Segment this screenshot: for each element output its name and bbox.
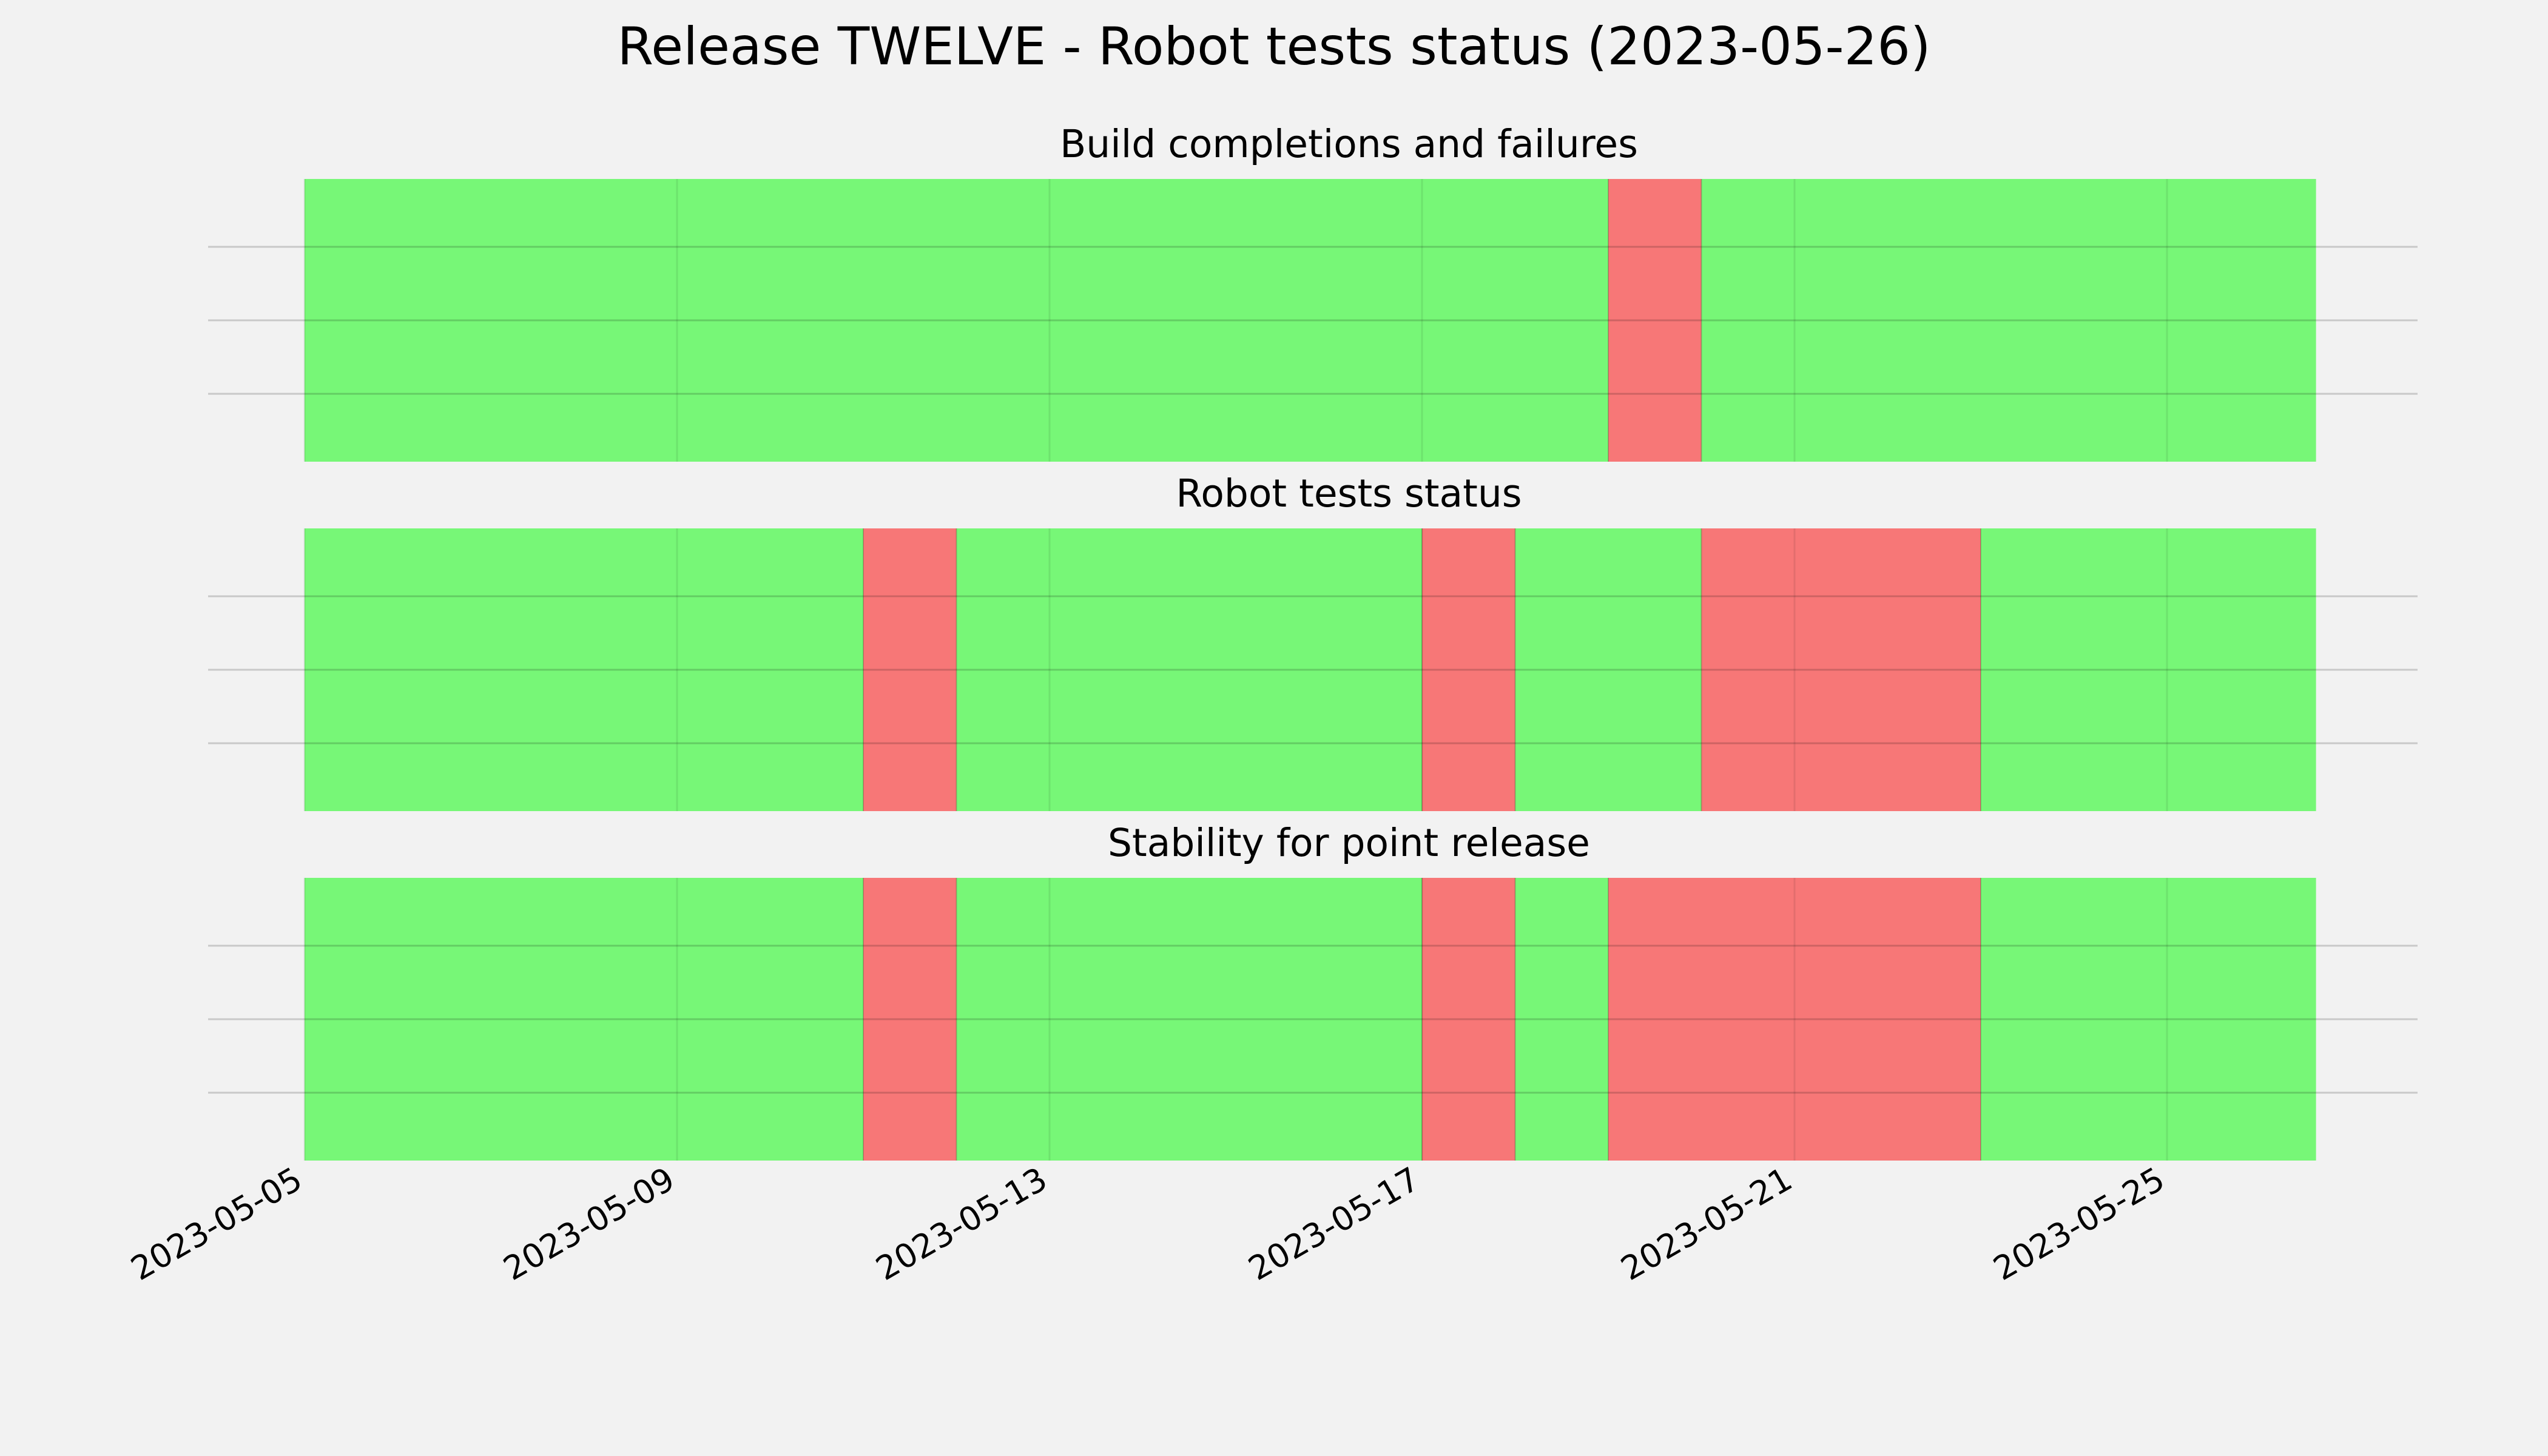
panel-title: Robot tests status <box>1176 471 1522 516</box>
panel-title: Stability for point release <box>1108 821 1590 865</box>
status-segment-pass <box>305 528 863 811</box>
x-tick-label: 2023-05-13 <box>869 1160 1053 1288</box>
status-segment-pass <box>305 878 863 1161</box>
x-tick-label: 2023-05-21 <box>1614 1160 1798 1288</box>
status-segment-fail <box>863 878 957 1161</box>
status-segment-fail <box>1608 878 1981 1161</box>
status-segment-pass <box>956 528 1422 811</box>
panel-title: Build completions and failures <box>1060 122 1638 166</box>
status-segment-pass <box>305 179 1608 462</box>
status-segment-fail <box>1422 878 1515 1161</box>
x-tick-label: 2023-05-17 <box>1242 1160 1426 1288</box>
status-segment-pass <box>1981 878 2316 1161</box>
status-segment-pass <box>1981 528 2316 811</box>
status-segment-fail <box>863 528 957 811</box>
status-segment-pass <box>956 878 1422 1161</box>
panel-1: Build completions and failures <box>208 122 2418 462</box>
status-segment-pass <box>1701 179 2316 462</box>
status-segment-fail <box>1701 528 1981 811</box>
panels: Build completions and failures Robot test… <box>208 122 2418 1161</box>
x-tick-label: 2023-05-05 <box>124 1160 308 1288</box>
x-tick-label: 2023-05-09 <box>497 1160 681 1288</box>
status-segment-fail <box>1422 528 1515 811</box>
panel-3: Stability for point release <box>208 821 2418 1161</box>
status-segment-pass <box>1515 878 1608 1161</box>
status-segment-fail <box>1608 179 1702 462</box>
x-tick-label: 2023-05-25 <box>1987 1160 2171 1288</box>
panel-2: Robot tests status <box>208 471 2418 811</box>
x-axis: 2023-05-05 2023-05-09 2023-05-13 2023-05-17… <box>124 1160 2171 1288</box>
chart-title: Release TWELVE - Robot tests status (202… <box>617 16 1930 77</box>
status-segment-pass <box>1515 528 1702 811</box>
